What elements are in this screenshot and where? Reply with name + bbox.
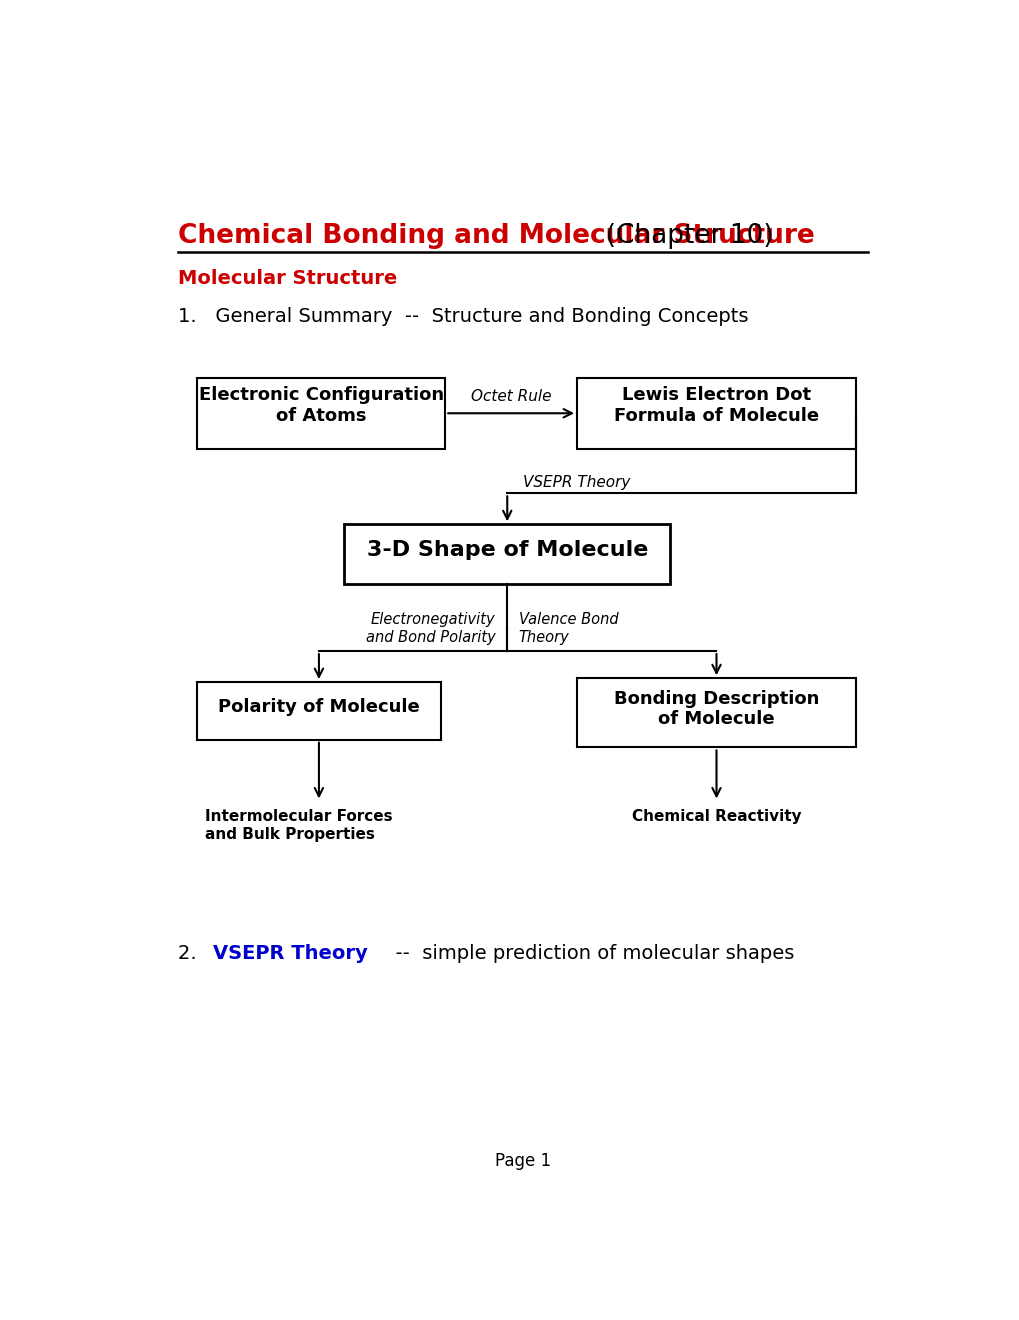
Text: and Bulk Properties: and Bulk Properties <box>205 826 375 842</box>
Text: --  simple prediction of molecular shapes: -- simple prediction of molecular shapes <box>383 944 794 962</box>
Text: 1.   General Summary  --  Structure and Bonding Concepts: 1. General Summary -- Structure and Bond… <box>177 308 748 326</box>
Text: Molecular Structure: Molecular Structure <box>177 269 396 288</box>
Text: 3-D Shape of Molecule: 3-D Shape of Molecule <box>366 540 647 560</box>
Text: Bonding Description
of Molecule: Bonding Description of Molecule <box>613 689 818 729</box>
Text: Electronegativity: Electronegativity <box>371 611 495 627</box>
Bar <box>577 378 855 449</box>
Text: Electronic Configuration
of Atoms: Electronic Configuration of Atoms <box>199 387 443 425</box>
Bar <box>197 682 441 739</box>
Text: Lewis Electron Dot
Formula of Molecule: Lewis Electron Dot Formula of Molecule <box>613 387 818 425</box>
Text: Polarity of Molecule: Polarity of Molecule <box>218 698 420 715</box>
Text: VSEPR Theory: VSEPR Theory <box>522 474 630 490</box>
Bar <box>577 678 855 747</box>
Text: Valence Bond: Valence Bond <box>519 611 618 627</box>
Text: Chemical Reactivity: Chemical Reactivity <box>631 809 801 824</box>
Text: Chemical Bonding and Molecular Structure: Chemical Bonding and Molecular Structure <box>177 223 814 249</box>
Text: Page 1: Page 1 <box>494 1151 550 1170</box>
Bar <box>197 378 445 449</box>
Text: VSEPR Theory: VSEPR Theory <box>213 944 367 962</box>
Text: Intermolecular Forces: Intermolecular Forces <box>205 809 392 824</box>
Text: (Chapter 10): (Chapter 10) <box>588 223 772 249</box>
Bar <box>344 524 669 585</box>
Text: Octet Rule: Octet Rule <box>471 389 551 404</box>
Text: Theory: Theory <box>519 630 569 645</box>
Text: 2.: 2. <box>177 944 209 962</box>
Text: and Bond Polarity: and Bond Polarity <box>366 630 495 645</box>
